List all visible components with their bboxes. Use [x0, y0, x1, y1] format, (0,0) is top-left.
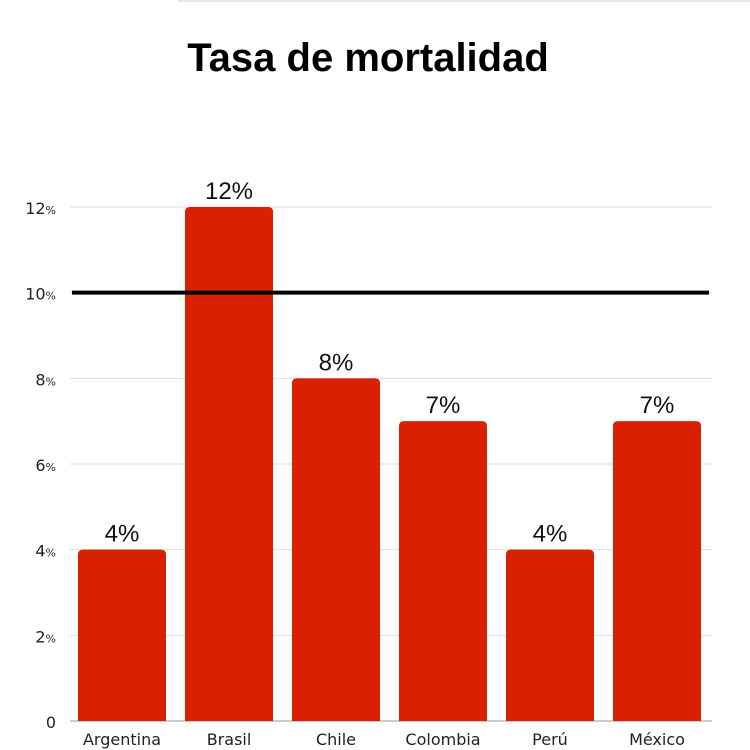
- y-tick-label: 12%: [25, 199, 56, 218]
- bar: [613, 421, 701, 721]
- x-tick-label: Perú: [532, 730, 568, 749]
- y-tick-label: 8%: [35, 370, 56, 389]
- chart-title: Tasa de mortalidad: [187, 36, 549, 80]
- data-label: 4%: [105, 521, 140, 548]
- y-tick-label: 6%: [35, 456, 56, 475]
- bar: [78, 549, 166, 721]
- data-label: 12%: [205, 178, 253, 205]
- x-tick-label: México: [629, 730, 685, 749]
- y-tick-label: 4%: [35, 542, 56, 561]
- y-tick-label: 0: [46, 713, 56, 732]
- data-label: 4%: [533, 521, 568, 548]
- data-label: 8%: [319, 349, 354, 376]
- y-tick-label: 2%: [35, 627, 56, 646]
- bar: [399, 421, 487, 721]
- y-tick-label: 10%: [25, 285, 56, 304]
- data-label: 7%: [640, 392, 675, 419]
- bar: [506, 549, 594, 721]
- data-label: 7%: [426, 392, 461, 419]
- x-tick-label: Brasil: [207, 730, 252, 749]
- x-tick-label: Chile: [316, 730, 356, 749]
- bar: [292, 378, 380, 721]
- bar: [185, 207, 273, 721]
- top-border: [178, 0, 750, 2]
- x-tick-label: Argentina: [83, 730, 161, 749]
- x-tick-label: Colombia: [405, 730, 480, 749]
